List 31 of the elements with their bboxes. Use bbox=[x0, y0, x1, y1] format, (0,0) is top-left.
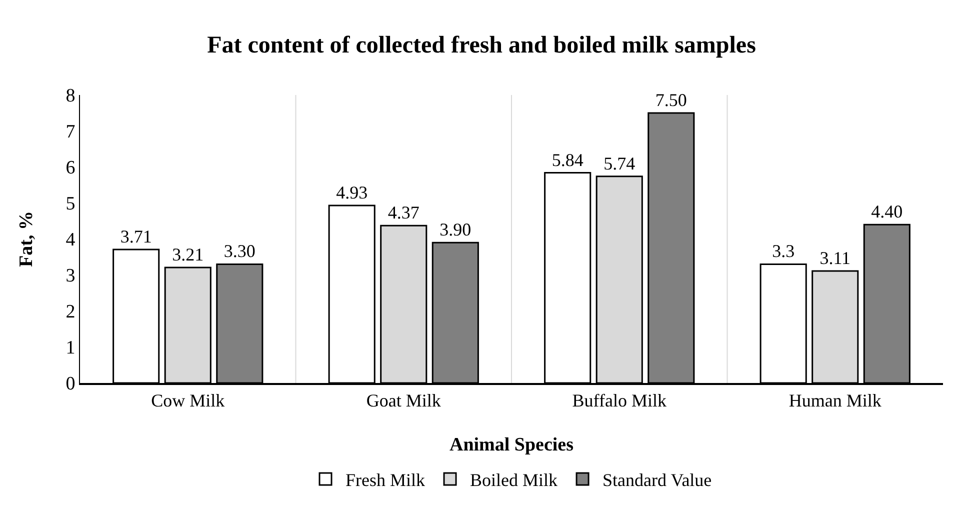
x-tick-label: Goat Milk bbox=[366, 390, 441, 410]
x-tick-label: Human Milk bbox=[788, 390, 882, 410]
data-label: 4.40 bbox=[871, 202, 903, 222]
y-tick-label: 7 bbox=[66, 122, 76, 143]
data-label: 4.93 bbox=[336, 182, 368, 203]
data-label: 3.30 bbox=[224, 241, 256, 262]
y-tick-label: 0 bbox=[66, 374, 76, 395]
y-axis-title: Fat, % bbox=[16, 211, 37, 267]
data-label: 3.90 bbox=[440, 220, 472, 240]
y-tick-label: 6 bbox=[66, 158, 76, 179]
x-tick-label: Buffalo Milk bbox=[572, 390, 666, 410]
y-tick-label: 8 bbox=[66, 86, 76, 107]
x-tick-label: Cow Milk bbox=[151, 390, 225, 410]
y-tick-label: 5 bbox=[66, 194, 76, 215]
y-tick-label: 1 bbox=[66, 338, 76, 359]
data-label: 3.11 bbox=[820, 248, 851, 268]
legend-label: Standard Value bbox=[602, 470, 712, 490]
data-label: 5.84 bbox=[552, 150, 584, 170]
x-axis-title: Animal Species bbox=[449, 434, 574, 456]
chart-title: Fat content of collected fresh and boiled milk samples bbox=[207, 32, 756, 58]
y-tick-label: 4 bbox=[66, 230, 76, 251]
y-tick-label: 3 bbox=[66, 266, 76, 287]
data-label: 5.74 bbox=[604, 153, 636, 174]
data-label: 4.37 bbox=[388, 202, 420, 223]
data-label: 3.21 bbox=[172, 244, 204, 264]
legend-label: Boiled Milk bbox=[470, 470, 558, 490]
y-tick-label: 2 bbox=[66, 302, 76, 323]
data-label: 3.71 bbox=[120, 226, 152, 246]
data-label: 3.3 bbox=[772, 241, 795, 262]
legend-label: Fresh Milk bbox=[346, 470, 426, 490]
data-label: 7.50 bbox=[655, 90, 687, 110]
